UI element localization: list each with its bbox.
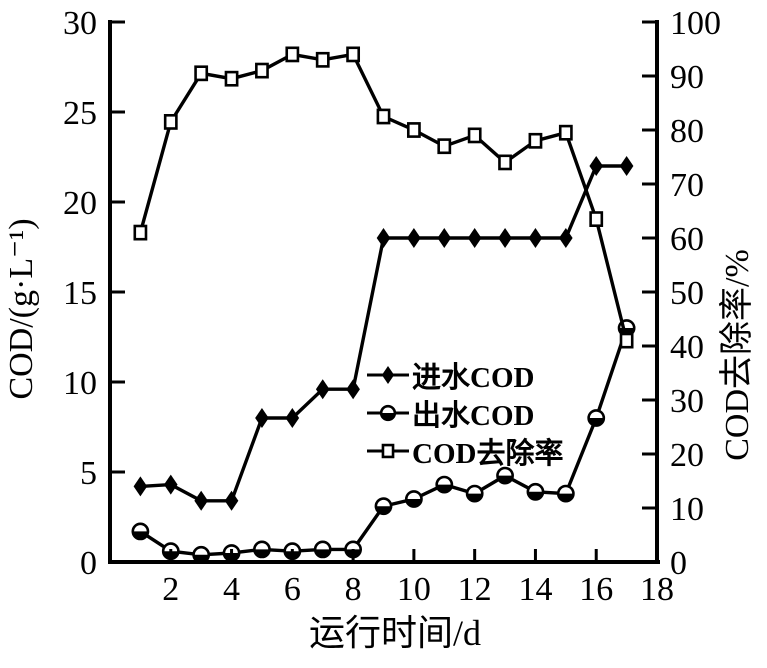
legend-label: 出水COD [412, 400, 535, 432]
right-axis-title: COD去除率/% [719, 249, 756, 461]
svg-text:15: 15 [63, 275, 97, 312]
svg-text:20: 20 [63, 185, 97, 222]
left-axis-title: COD/(g·L⁻¹) [3, 218, 40, 400]
svg-text:10: 10 [397, 571, 431, 608]
svg-text:14: 14 [518, 571, 552, 608]
diamond-marker-icon [367, 366, 409, 384]
series-cod-removal [133, 46, 634, 349]
svg-text:10: 10 [63, 365, 97, 402]
square-marker-icon [367, 443, 409, 459]
svg-text:30: 30 [63, 5, 97, 42]
svg-text:25: 25 [63, 95, 97, 132]
axes: 0 5 10 15 20 25 30 0 10 20 30 40 50 60 70 80 90 100 2 4 6 8 10… [63, 5, 721, 608]
legend-item-effluent-cod: 出水COD [364, 394, 563, 432]
right-axis: 0 10 20 30 40 50 60 70 80 90 100 [642, 5, 721, 582]
svg-text:40: 40 [670, 329, 704, 366]
left-axis: 0 5 10 15 20 25 30 [63, 5, 125, 582]
svg-text:10: 10 [670, 491, 704, 528]
svg-text:0: 0 [670, 545, 687, 582]
svg-text:0: 0 [80, 545, 97, 582]
svg-text:50: 50 [670, 275, 704, 312]
x-axis-title: 运行时间/d [308, 613, 482, 653]
svg-text:16: 16 [579, 571, 613, 608]
svg-text:18: 18 [640, 571, 674, 608]
half-circle-marker-icon [367, 404, 409, 422]
svg-text:20: 20 [670, 437, 704, 474]
x-axis: 2 4 6 8 10 12 14 16 18 [108, 549, 674, 608]
legend-label: COD去除率 [412, 438, 564, 470]
svg-text:6: 6 [284, 571, 301, 608]
svg-text:70: 70 [670, 167, 704, 204]
svg-text:2: 2 [162, 571, 179, 608]
svg-text:12: 12 [458, 571, 492, 608]
svg-text:90: 90 [670, 59, 704, 96]
svg-text:80: 80 [670, 113, 704, 150]
legend-item-cod-removal: COD去除率 [364, 432, 563, 470]
svg-text:30: 30 [670, 383, 704, 420]
svg-text:60: 60 [670, 221, 704, 258]
svg-text:5: 5 [80, 455, 97, 492]
legend-item-influent-cod: 进水COD [364, 356, 563, 394]
legend-label: 进水COD [412, 362, 535, 394]
svg-text:4: 4 [223, 571, 240, 608]
series-influent-cod [133, 156, 634, 511]
svg-text:8: 8 [345, 571, 362, 608]
chart-legend: 进水COD 出水COD COD去除率 [364, 356, 563, 470]
svg-text:100: 100 [670, 5, 721, 42]
